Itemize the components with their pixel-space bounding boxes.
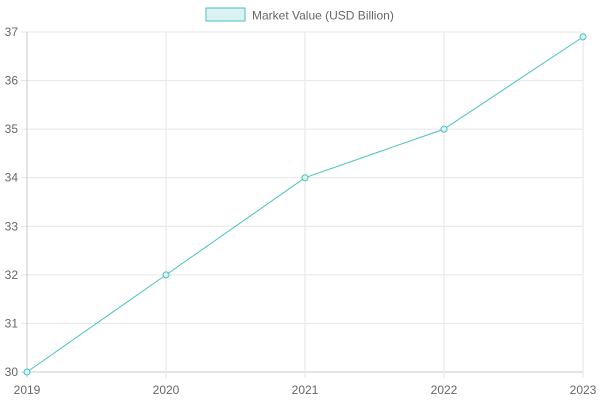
y-tick-label: 37 (5, 25, 19, 39)
grid (21, 31, 584, 378)
legend[interactable]: Market Value (USD Billion) (205, 7, 394, 23)
y-tick-label: 33 (5, 219, 19, 233)
y-tick-label: 30 (5, 365, 19, 379)
data-point[interactable] (301, 174, 309, 182)
y-tick-label: 35 (5, 122, 19, 136)
data-point[interactable] (579, 33, 587, 41)
y-tick-label: 36 (5, 74, 19, 88)
series-market-value (23, 33, 587, 376)
x-tick-label: 2021 (292, 383, 319, 397)
y-tick-label: 32 (5, 268, 19, 282)
data-point[interactable] (440, 125, 448, 133)
data-point[interactable] (162, 271, 170, 279)
x-tick-label: 2019 (14, 383, 41, 397)
legend-swatch (205, 7, 246, 22)
x-axis-ticks: 2019 2020 2021 2022 2023 (14, 383, 597, 397)
data-point[interactable] (23, 368, 31, 376)
y-axis-ticks: 30 31 32 33 34 35 36 37 (5, 25, 19, 379)
x-tick-label: 2022 (431, 383, 458, 397)
x-tick-label: 2020 (153, 383, 180, 397)
y-tick-label: 34 (5, 171, 19, 185)
y-tick-label: 31 (5, 316, 19, 330)
legend-label: Market Value (USD Billion) (252, 9, 394, 23)
x-tick-label: 2023 (570, 383, 597, 397)
